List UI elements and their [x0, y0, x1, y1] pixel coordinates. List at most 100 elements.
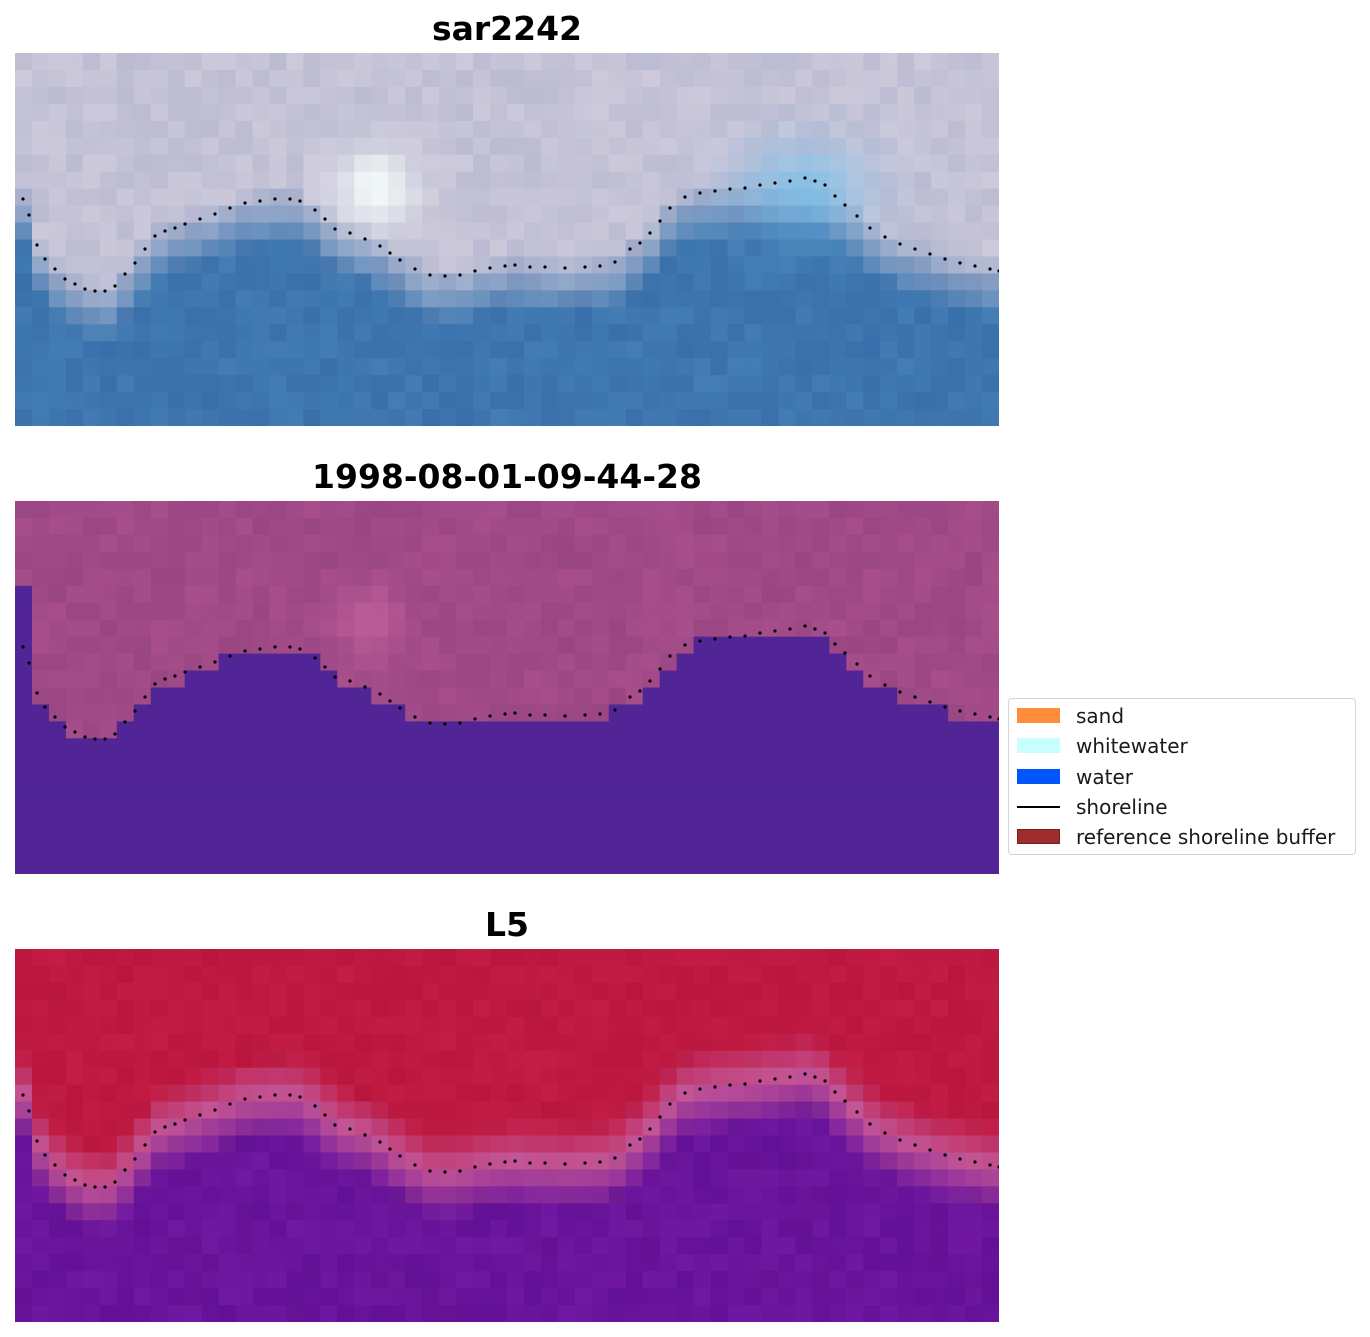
raster-cell [557, 392, 576, 410]
raster-cell [761, 256, 780, 274]
raster-cell [473, 239, 491, 258]
raster-cell [82, 222, 101, 241]
raster-cell [473, 103, 491, 122]
raster-cell [405, 409, 423, 426]
raster-cell [150, 1169, 169, 1187]
raster-cell [490, 999, 508, 1018]
raster-cell [846, 619, 864, 638]
raster-cell [388, 137, 406, 156]
raster-cell [897, 568, 915, 587]
raster-cell [133, 806, 152, 824]
raster-cell [897, 1152, 915, 1170]
raster-cell [371, 154, 389, 173]
raster-cell [371, 755, 389, 773]
raster-cell [965, 585, 983, 604]
raster-cell [150, 653, 169, 672]
raster-cell [48, 290, 67, 308]
raster-cell [65, 568, 84, 587]
raster-cell [863, 619, 881, 638]
raster-cell [710, 86, 729, 105]
raster-cell [269, 636, 288, 655]
raster-cell [269, 1186, 288, 1204]
raster-cell [540, 568, 559, 587]
raster-cell [422, 517, 440, 536]
raster-cell [931, 1152, 949, 1170]
raster-cell [371, 1084, 389, 1103]
raster-cell [235, 222, 254, 241]
raster-cell [473, 704, 491, 722]
raster-cell [608, 551, 627, 570]
raster-cell [863, 392, 881, 410]
raster-cell [693, 154, 712, 173]
raster-cell [676, 307, 695, 325]
raster-cell [286, 704, 305, 722]
raster-cell [965, 602, 983, 621]
raster-cell [133, 1067, 152, 1086]
raster-cell [422, 120, 440, 139]
raster-cell [286, 517, 305, 536]
raster-cell [829, 1050, 847, 1069]
raster-cell [812, 670, 830, 689]
shoreline-point [273, 645, 277, 649]
raster-cell [269, 534, 288, 553]
raster-cell [490, 738, 508, 756]
shoreline-point [63, 1173, 67, 1177]
raster-cell [269, 755, 288, 773]
raster-cell [269, 154, 288, 173]
raster-cell [540, 670, 559, 689]
raster-cell [795, 1118, 813, 1137]
raster-cell [880, 120, 898, 139]
raster-cell [99, 239, 118, 258]
raster-cell [167, 670, 186, 689]
raster-cell [659, 53, 678, 71]
raster-cell [422, 1237, 440, 1255]
raster-cell [405, 551, 423, 570]
raster-cell [982, 551, 999, 570]
raster-cell [201, 205, 220, 224]
raster-cell [761, 375, 780, 393]
raster-cell [31, 755, 50, 773]
raster-cell [31, 103, 50, 122]
raster-cell [507, 534, 525, 553]
shoreline-point [143, 695, 147, 699]
raster-cell [405, 789, 423, 807]
raster-cell [269, 602, 288, 621]
raster-cell [914, 1084, 932, 1103]
raster-cell [642, 239, 661, 258]
raster-cell [846, 86, 864, 105]
raster-cell [167, 307, 186, 325]
raster-cell [422, 1203, 440, 1221]
raster-cell [948, 1084, 966, 1103]
raster-cell [540, 738, 559, 756]
raster-cell [82, 738, 101, 756]
raster-cell [625, 517, 644, 536]
raster-cell [676, 1016, 695, 1035]
raster-cell [354, 602, 372, 621]
raster-cell [320, 1186, 338, 1204]
shoreline-point [833, 642, 837, 646]
raster-cell [659, 949, 678, 967]
raster-cell [133, 1237, 152, 1255]
raster-cell [659, 1237, 678, 1255]
raster-cell [710, 1152, 729, 1170]
raster-cell [744, 517, 763, 536]
raster-cell [439, 137, 457, 156]
raster-cell [456, 1135, 474, 1154]
raster-cell [880, 501, 898, 519]
raster-cell [184, 1220, 203, 1238]
raster-cell [439, 341, 457, 359]
raster-cell [727, 1220, 746, 1238]
raster-cell [914, 375, 932, 393]
raster-cell [897, 823, 915, 841]
raster-cell [863, 806, 881, 824]
raster-cell [812, 602, 830, 621]
raster-cell [15, 704, 33, 722]
raster-cell [761, 738, 780, 756]
raster-cell [625, 789, 644, 807]
raster-cell [795, 324, 813, 342]
raster-cell [15, 1220, 33, 1238]
raster-cell [439, 687, 457, 706]
raster-cell [48, 103, 67, 122]
raster-cell [184, 789, 203, 807]
raster-cell [948, 1288, 966, 1306]
